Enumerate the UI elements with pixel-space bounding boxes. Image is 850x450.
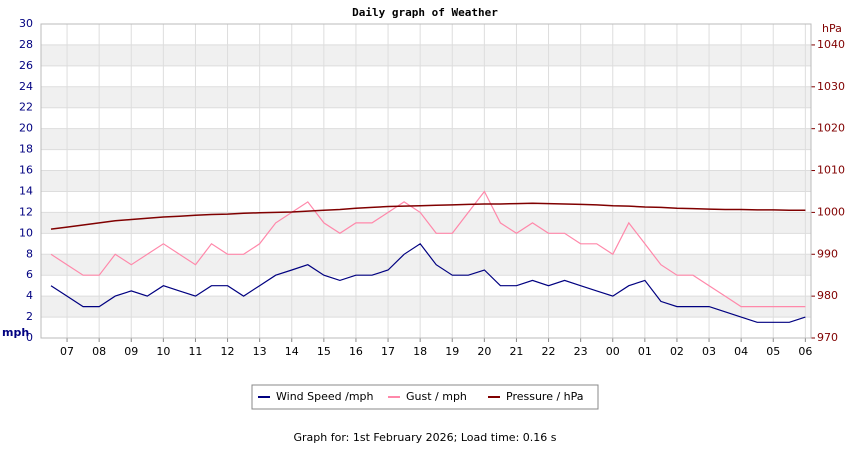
x-tick-label: 13 xyxy=(253,345,267,358)
x-tick-label: 04 xyxy=(734,345,748,358)
y-axis-title: mph xyxy=(2,326,29,339)
y-tick-label: 16 xyxy=(19,164,33,177)
y2-tick-label: 1000 xyxy=(817,205,845,218)
y-tick-label: 18 xyxy=(19,143,33,156)
y-tick-label: 2 xyxy=(26,310,33,323)
grid-band xyxy=(41,86,811,108)
y-tick-label: 8 xyxy=(26,247,33,260)
y2-axis-title: hPa xyxy=(822,22,842,35)
series-line xyxy=(50,190,806,308)
x-tick-label: 20 xyxy=(477,345,491,358)
series-line xyxy=(50,242,806,323)
grid-band xyxy=(41,296,811,318)
x-tick-label: 21 xyxy=(509,345,523,358)
y-tick-label: 10 xyxy=(19,226,33,239)
x-tick-label: 07 xyxy=(60,345,74,358)
y-tick-label: 24 xyxy=(19,80,33,93)
series-line xyxy=(50,202,806,230)
legend-label: Gust / mph xyxy=(406,390,467,403)
y2-tick-label: 1020 xyxy=(817,122,845,135)
legend-label: Wind Speed /mph xyxy=(276,390,374,403)
x-tick-label: 02 xyxy=(670,345,684,358)
grid-band xyxy=(41,44,811,66)
x-tick-label: 00 xyxy=(606,345,620,358)
y2-tick-label: 1010 xyxy=(817,164,845,177)
x-tick-label: 10 xyxy=(156,345,170,358)
y2-tick-label: 1040 xyxy=(817,38,845,51)
y2-tick-label: 970 xyxy=(817,331,838,344)
x-tick-label: 17 xyxy=(381,345,395,358)
grid-band xyxy=(41,212,811,234)
x-tick-label: 03 xyxy=(702,345,716,358)
y-tick-label: 22 xyxy=(19,101,33,114)
chart-title: Daily graph of Weather xyxy=(352,6,498,19)
y2-tick-label: 980 xyxy=(817,289,838,302)
x-tick-label: 15 xyxy=(317,345,331,358)
legend xyxy=(251,384,599,410)
footer: Graph for: 1st February 2026; Load time:… xyxy=(293,431,556,444)
x-tick-label: 22 xyxy=(542,345,556,358)
y-tick-label: 6 xyxy=(26,268,33,281)
legend-label: Pressure / hPa xyxy=(506,390,584,403)
x-tick-label: 09 xyxy=(124,345,138,358)
x-tick-label: 12 xyxy=(221,345,235,358)
y2-tick-label: 1030 xyxy=(817,80,845,93)
grid-band xyxy=(41,170,811,192)
x-tick-label: 18 xyxy=(413,345,427,358)
grid-band xyxy=(41,128,811,150)
y-tick-label: 14 xyxy=(19,184,33,197)
x-tick-label: 23 xyxy=(574,345,588,358)
x-tick-label: 01 xyxy=(638,345,652,358)
x-tick-label: 14 xyxy=(285,345,299,358)
y-tick-label: 28 xyxy=(19,38,33,51)
y-tick-label: 0 xyxy=(26,331,33,344)
x-tick-label: 19 xyxy=(445,345,459,358)
x-tick-label: 16 xyxy=(349,345,363,358)
y-tick-label: 30 xyxy=(19,17,33,30)
x-tick-label: 05 xyxy=(766,345,780,358)
y-tick-label: 4 xyxy=(26,289,33,302)
grid-band xyxy=(41,254,811,276)
y-tick-label: 20 xyxy=(19,122,33,135)
x-tick-label: 06 xyxy=(798,345,812,358)
y-tick-label: 26 xyxy=(19,59,33,72)
y2-tick-label: 990 xyxy=(817,247,838,260)
x-tick-label: 11 xyxy=(188,345,202,358)
plot-frame xyxy=(40,23,812,339)
x-tick-label: 08 xyxy=(92,345,106,358)
y-tick-label: 12 xyxy=(19,205,33,218)
